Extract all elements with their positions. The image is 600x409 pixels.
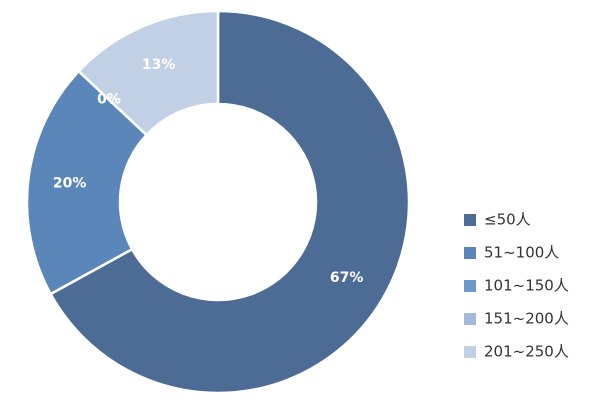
legend-label: ≤50人 bbox=[484, 211, 531, 229]
data-label: 13% bbox=[142, 57, 176, 73]
slice bbox=[76, 9, 220, 137]
slice bbox=[48, 9, 411, 395]
data-label: 0% bbox=[97, 92, 121, 108]
slice bbox=[25, 69, 149, 296]
legend-label: 201~250人 bbox=[484, 343, 569, 361]
data-label: 67% bbox=[330, 270, 364, 286]
legend-swatch bbox=[464, 214, 476, 226]
legend-label: 151~200人 bbox=[484, 310, 569, 328]
data-label: 0% bbox=[97, 92, 121, 108]
legend-swatch bbox=[464, 280, 476, 292]
legend-label: 51~100人 bbox=[484, 244, 559, 262]
legend-label: 101~150人 bbox=[484, 277, 569, 295]
legend-swatch bbox=[464, 346, 476, 358]
legend-swatch bbox=[464, 247, 476, 259]
legend-swatch bbox=[464, 313, 476, 325]
data-label: 20% bbox=[53, 175, 87, 191]
